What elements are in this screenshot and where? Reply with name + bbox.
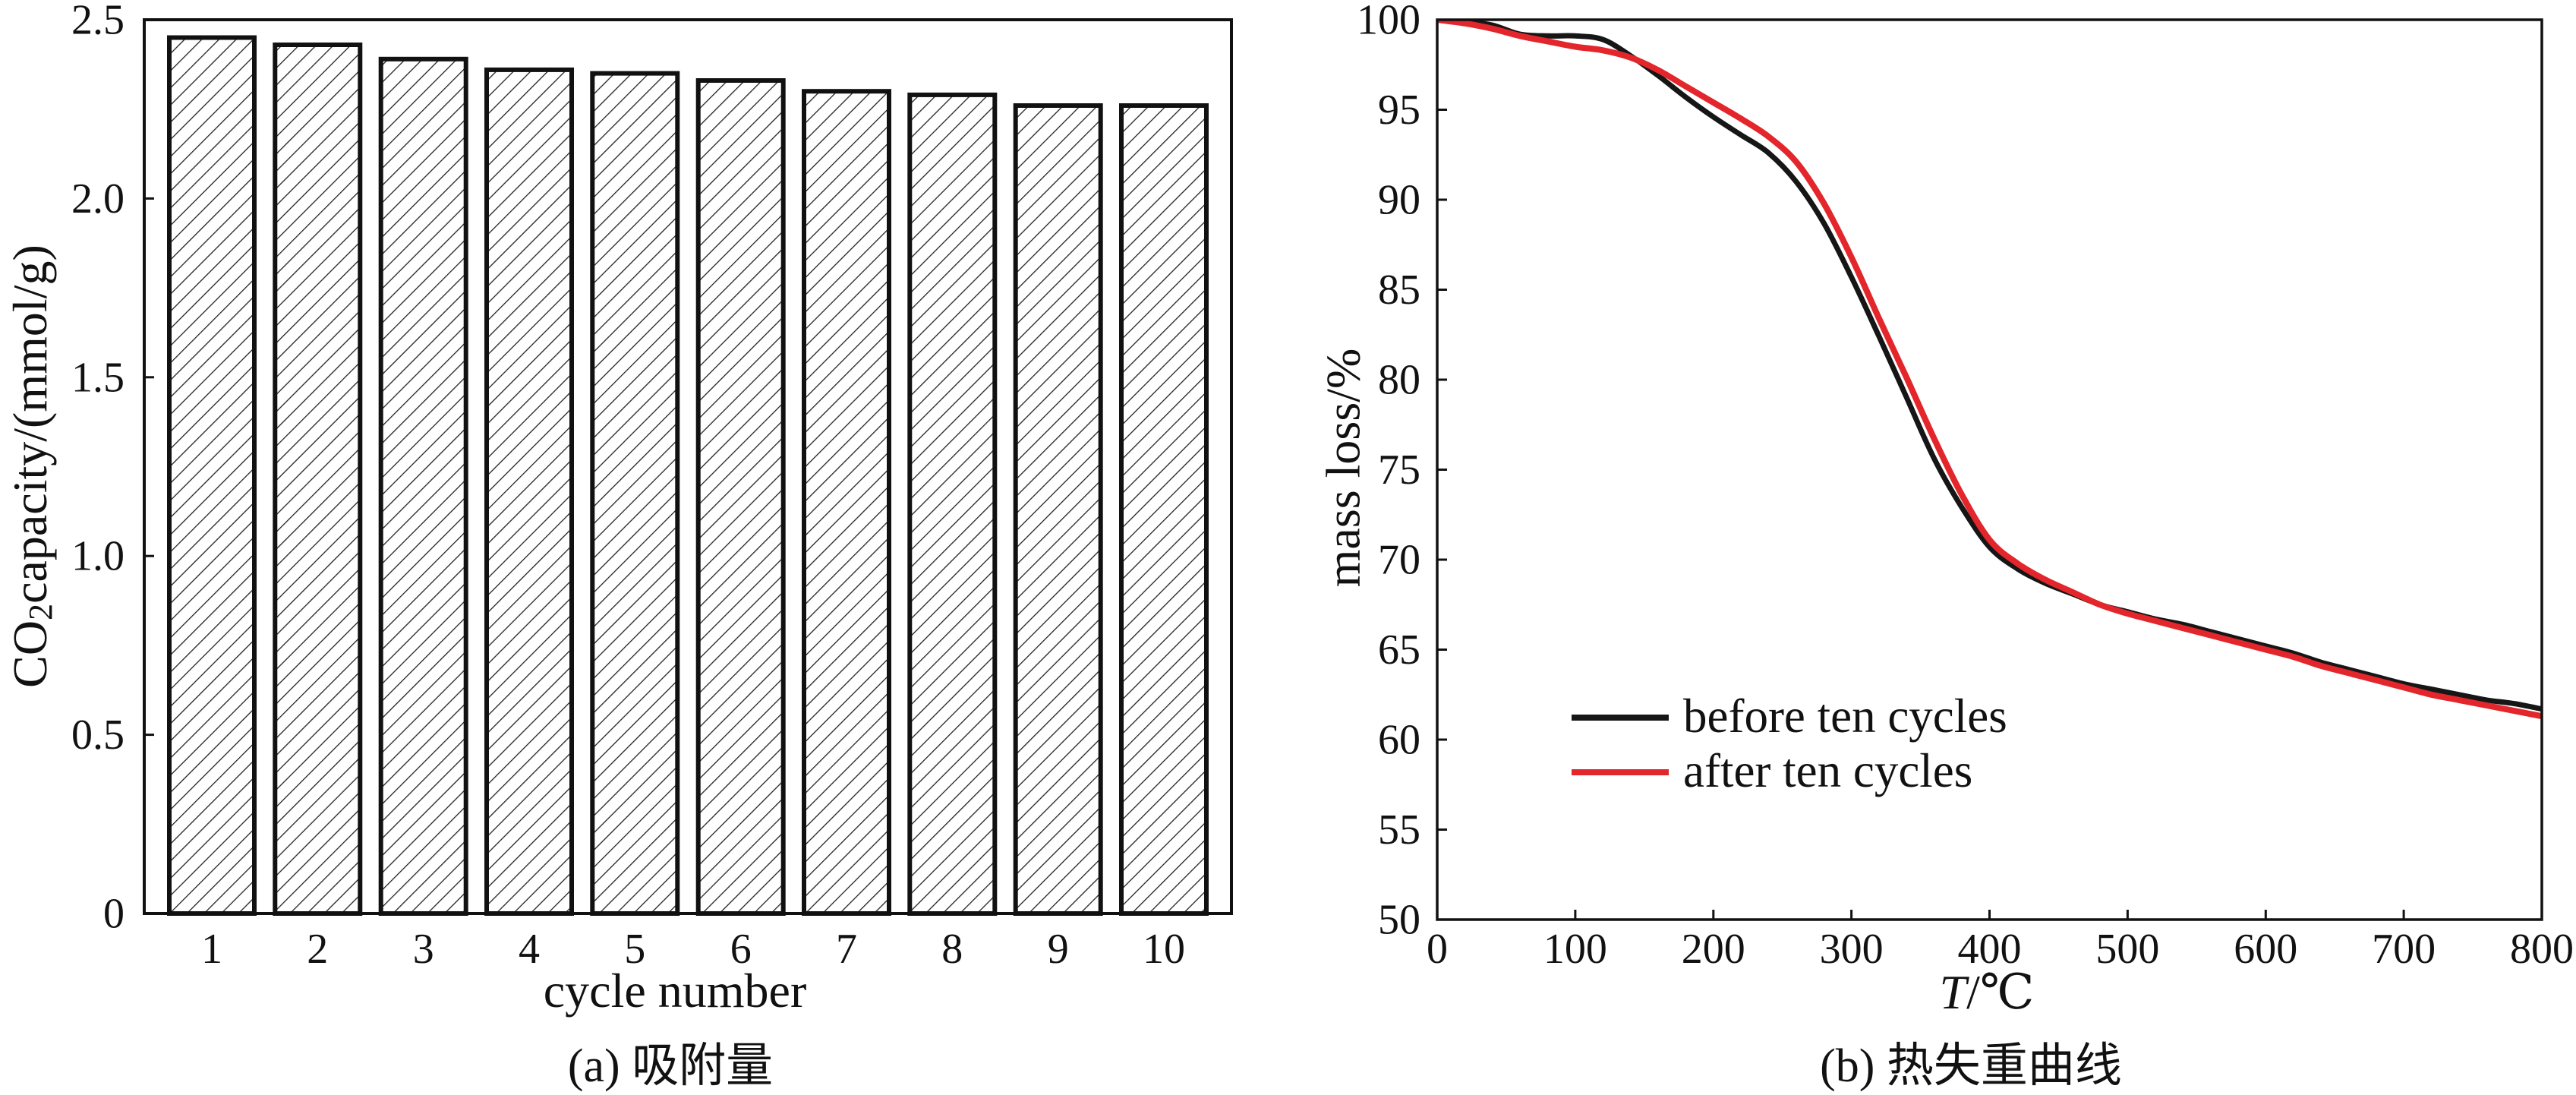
x-tick-label: 300 bbox=[1820, 926, 1884, 973]
x-tick-label-6: 6 bbox=[730, 926, 752, 973]
bar-cycle-10 bbox=[1119, 103, 1209, 916]
x-tick-label: 600 bbox=[2234, 926, 2297, 973]
y-axis-label-prefix: CO bbox=[3, 620, 57, 688]
x-tick-label-4: 4 bbox=[519, 926, 540, 973]
y-axis-ticks: 50 55 60 65 70 75 80 85 90 95 100 bbox=[1357, 0, 1447, 944]
y-tick-label: 65 bbox=[1378, 626, 1420, 674]
x-tick-label: 800 bbox=[2510, 926, 2574, 973]
x-axis-label: cycle number bbox=[544, 964, 807, 1018]
bar-cycle-6 bbox=[695, 78, 786, 916]
panel-a-bar-chart: 0 0.5 1.0 1.5 2.0 2.5 1 2 3 4 5 6 7 8 9 10 cycle numbe… bbox=[3, 0, 1233, 1092]
y-tick-label: 85 bbox=[1378, 267, 1420, 314]
plot-frame bbox=[143, 18, 1233, 915]
caption: (a) 吸附量 bbox=[568, 1040, 773, 1092]
x-tick-label: 0 bbox=[1427, 926, 1448, 973]
y-tick-label: 70 bbox=[1378, 537, 1420, 584]
y-tick-label: 1.0 bbox=[71, 533, 125, 580]
series-lines bbox=[1437, 20, 2542, 720]
legend-label: after ten cycles bbox=[1683, 744, 1972, 797]
x-tick-label-7: 7 bbox=[836, 926, 857, 973]
y-tick-label: 90 bbox=[1378, 177, 1420, 224]
bar-cycle-5 bbox=[590, 71, 680, 917]
y-tick-label: 2.5 bbox=[71, 0, 125, 44]
panel-b-line-chart: 50 55 60 65 70 75 80 85 90 95 100 0 100 200 300 400 500… bbox=[1316, 0, 2574, 1092]
y-axis-label: mass loss/% bbox=[1316, 349, 1370, 588]
series-line-before-ten-cycles bbox=[1437, 20, 2542, 712]
x-tick-label: 200 bbox=[1682, 926, 1745, 973]
x-tick-label-9: 9 bbox=[1048, 926, 1069, 973]
bar-cycle-2 bbox=[273, 43, 363, 916]
x-axis-tick-labels: 1 2 3 4 5 6 7 8 9 10 bbox=[201, 926, 1185, 973]
y-tick-label: 55 bbox=[1378, 806, 1420, 854]
y-axis-label-suffix: capacity/(mmol/g) bbox=[3, 245, 57, 604]
y-axis-label-subscript: 2 bbox=[22, 604, 59, 620]
bar-cycle-1 bbox=[167, 35, 257, 916]
x-tick-label-3: 3 bbox=[413, 926, 434, 973]
y-tick-label: 1.5 bbox=[71, 354, 125, 401]
bar-cycle-7 bbox=[802, 89, 891, 917]
bar-cycle-8 bbox=[907, 92, 998, 916]
y-tick-label: 0 bbox=[103, 891, 125, 938]
y-axis-ticks: 0 0.5 1.0 1.5 2.0 2.5 bbox=[71, 0, 154, 938]
x-tick-label-2: 2 bbox=[307, 926, 328, 973]
y-tick-label: 100 bbox=[1357, 0, 1420, 44]
y-tick-label: 0.5 bbox=[71, 712, 125, 759]
y-tick-label: 50 bbox=[1378, 897, 1420, 944]
bar-series bbox=[167, 35, 1209, 917]
y-axis-label: CO2capacity/(mmol/g) bbox=[3, 245, 59, 688]
y-tick-label: 75 bbox=[1378, 447, 1420, 494]
series-line-after-ten-cycles bbox=[1437, 20, 2542, 720]
plot-frame bbox=[1436, 18, 2543, 921]
x-axis-label-variable: T bbox=[1940, 965, 1970, 1019]
y-tick-label: 95 bbox=[1378, 87, 1420, 134]
y-tick-label: 80 bbox=[1378, 357, 1420, 404]
x-axis-label: T/℃ bbox=[1940, 965, 2035, 1019]
x-tick-label-5: 5 bbox=[624, 926, 645, 973]
y-tick-label: 60 bbox=[1378, 717, 1420, 764]
x-tick-label: 400 bbox=[1958, 926, 2022, 973]
x-axis-ticks: 0 100 200 300 400 500 600 700 800 bbox=[1427, 910, 2574, 973]
caption: (b) 热失重曲线 bbox=[1820, 1040, 2122, 1092]
x-axis-label-unit: /℃ bbox=[1966, 965, 2034, 1019]
x-tick-label: 500 bbox=[2095, 926, 2159, 973]
y-tick-label: 2.0 bbox=[71, 175, 125, 222]
legend-label: before ten cycles bbox=[1683, 690, 2007, 743]
legend-item-before-ten-cycles: before ten cycles bbox=[1572, 690, 2007, 743]
x-tick-label-10: 10 bbox=[1143, 926, 1185, 973]
x-tick-label-1: 1 bbox=[201, 926, 222, 973]
x-tick-label: 100 bbox=[1543, 926, 1607, 973]
bar-cycle-4 bbox=[484, 67, 574, 916]
x-tick-label: 700 bbox=[2372, 926, 2436, 973]
legend-item-after-ten-cycles: after ten cycles bbox=[1572, 744, 1972, 797]
bar-cycle-3 bbox=[378, 56, 468, 916]
x-tick-label-8: 8 bbox=[941, 926, 963, 973]
bar-cycle-9 bbox=[1013, 103, 1103, 916]
